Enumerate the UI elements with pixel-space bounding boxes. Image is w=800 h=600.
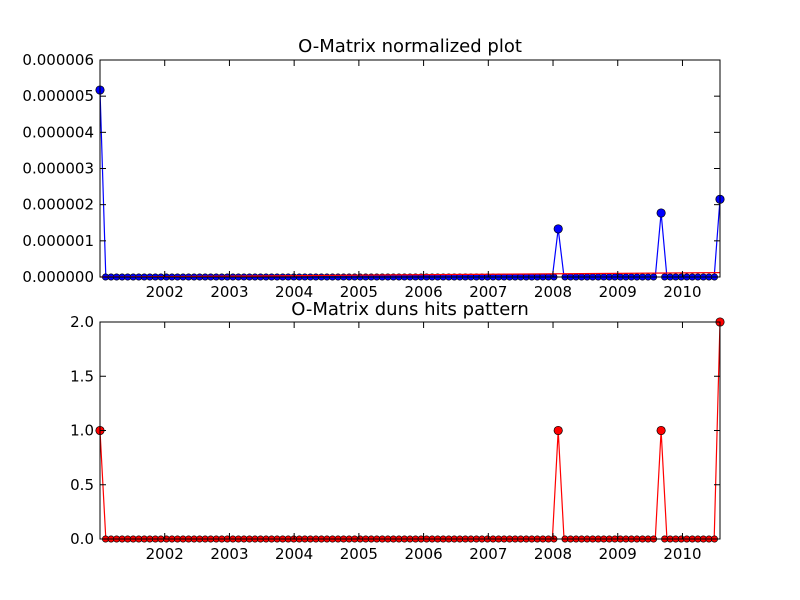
top-ytick-label: 0.000000 xyxy=(22,268,94,286)
bottom-xtick-label: 2006 xyxy=(404,545,442,563)
bottom-axes-frame xyxy=(99,321,721,540)
top-baseline-line xyxy=(99,272,721,278)
top-ytick-label: 0.000002 xyxy=(22,196,94,214)
bottom-ytick-label: 0.5 xyxy=(70,476,94,494)
bottom-xtick-label: 2005 xyxy=(340,545,378,563)
top-xtick-label: 2006 xyxy=(404,283,442,301)
top-xtick-label: 2002 xyxy=(146,283,184,301)
top-data-point xyxy=(553,224,563,234)
bottom-ticks: 0.0 0.5 1.0 1.5 2.0 2002 2003 2004 2005 2006 2007 2… xyxy=(70,313,720,563)
bottom-data-layer xyxy=(95,317,725,543)
bottom-series-line xyxy=(99,321,721,540)
bottom-xtick-label: 2002 xyxy=(146,545,184,563)
top-xtick-label: 2007 xyxy=(469,283,507,301)
bottom-chart: O-Matrix duns hits pattern 0.0 0.5 1.0 1.5 2… xyxy=(70,299,725,563)
bottom-data-point xyxy=(656,425,666,436)
bottom-data-point xyxy=(553,425,563,436)
top-ytick-label: 0.000006 xyxy=(22,51,94,69)
bottom-xtick-label: 2007 xyxy=(469,545,507,563)
bottom-ytick-label: 0.0 xyxy=(70,530,94,548)
bottom-xtick-label: 2008 xyxy=(534,545,572,563)
top-xtick-label: 2005 xyxy=(340,283,378,301)
top-xtick-label: 2004 xyxy=(275,283,313,301)
top-data-layer xyxy=(95,85,725,281)
top-ytick-label: 0.000004 xyxy=(22,123,94,141)
top-xtick-label: 2008 xyxy=(534,283,572,301)
bottom-xtick-label: 2003 xyxy=(210,545,248,563)
top-xtick-label: 2003 xyxy=(210,283,248,301)
top-ytick-label: 0.000001 xyxy=(22,232,94,250)
bottom-xtick-label: 2009 xyxy=(599,545,637,563)
bottom-xtick-label: 2004 xyxy=(275,545,313,563)
bottom-ytick-label: 1.0 xyxy=(70,422,94,440)
bottom-chart-title: O-Matrix duns hits pattern xyxy=(291,299,529,320)
top-ytick-label: 0.000005 xyxy=(22,87,94,105)
bottom-xtick-label: 2010 xyxy=(663,545,701,563)
top-xtick-label: 2010 xyxy=(663,283,701,301)
bottom-ytick-label: 2.0 xyxy=(70,313,94,331)
top-chart-title: O-Matrix normalized plot xyxy=(298,36,522,57)
top-chart: O-Matrix normalized plot 0.0000000.00000… xyxy=(22,36,725,301)
top-ticks: 0.000000 0.000001 0.000002 0.000003 0.000004… xyxy=(22,51,720,301)
bottom-ytick-label: 1.5 xyxy=(70,367,94,385)
top-series-line xyxy=(99,90,721,278)
top-axes-frame xyxy=(99,59,721,278)
top-ytick-label: 0.000003 xyxy=(22,160,94,178)
top-data-point xyxy=(656,208,666,218)
top-xtick-label: 2009 xyxy=(599,283,637,301)
